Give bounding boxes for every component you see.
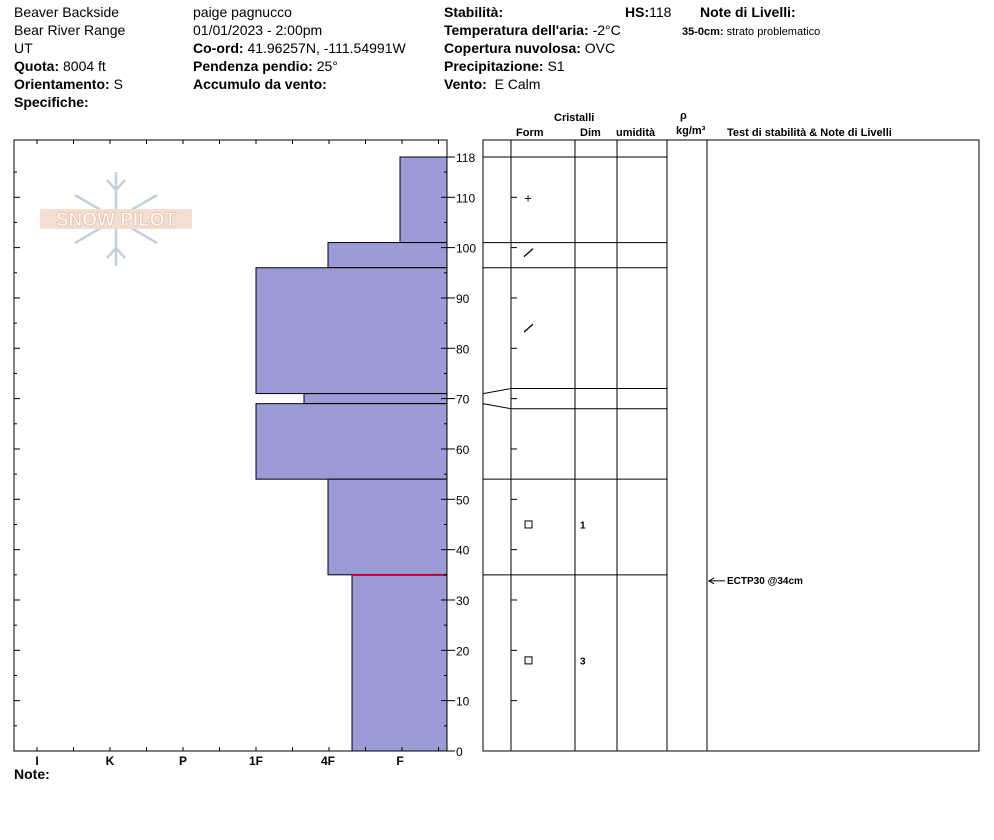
observer-name: paige pagnucco — [193, 4, 292, 20]
crystal-form-slash — [523, 248, 534, 258]
snow-height: HS:118 — [625, 4, 671, 21]
height-tick-label: 118 — [456, 151, 475, 165]
aspect-value: S — [113, 76, 123, 92]
height-tick-label: 20 — [456, 644, 470, 658]
hardness-tick-label: F — [396, 754, 403, 768]
moisture-header: umidità — [616, 127, 656, 139]
precip-label: Precipitazione: — [444, 58, 544, 74]
notes-label: Note: — [14, 766, 50, 782]
location-name: Beaver Backside — [14, 4, 120, 20]
air-temp-value: -2°C — [592, 22, 621, 38]
hardness-layer — [255, 403, 448, 480]
height-tick-label: 40 — [456, 544, 470, 558]
layer-note-text: strato problematico — [726, 26, 821, 38]
height-tick-label: 0 — [456, 745, 463, 759]
height-tick-label: 10 — [456, 695, 470, 709]
hardness-tick-label: 1F — [249, 754, 263, 768]
crystal-table — [482, 139, 980, 752]
elevation-value: 8004 ft — [63, 58, 106, 74]
height-tick-label: 30 — [456, 594, 470, 608]
wind-loading-label: Accumulo da vento: — [193, 76, 327, 92]
hardness-tick-label: K — [106, 754, 115, 768]
layer-notes-label: Note di Livelli: — [700, 4, 796, 20]
layer-note-depth: 35-0cm: — [682, 26, 724, 38]
hardness-layer — [327, 478, 448, 576]
sky-label: Copertura nuvolosa: — [444, 40, 581, 56]
date-time: 01/01/2023 - 2:00pm — [193, 22, 323, 38]
snowpilot-logo: SNOW PILOT — [40, 172, 192, 266]
wind: Vento: E Calm — [444, 76, 540, 93]
stability-label: Stabilità: — [444, 4, 504, 20]
hardness-layer — [303, 393, 448, 405]
size-header: Dim — [580, 127, 601, 139]
elevation: Quota: 8004 ft — [14, 58, 106, 75]
logo-band — [40, 209, 192, 229]
slope-label: Pendenza pendio: — [193, 58, 313, 74]
slope: Pendenza pendio: 25° — [193, 58, 338, 75]
crystals-header: Cristalli — [554, 112, 595, 124]
crystal-size: 1 — [580, 520, 586, 531]
precip-value: S1 — [547, 58, 565, 74]
hardness-tick-label: I — [35, 754, 38, 768]
aspect: Orientamento: S — [14, 76, 123, 93]
height-tick-label: 110 — [456, 191, 475, 205]
aspect-label: Orientamento: — [14, 76, 110, 92]
coord-value: 41.96257N, -111.54991W — [247, 40, 406, 56]
state-name: UT — [14, 40, 33, 56]
profile-frame — [13, 139, 448, 752]
density-rho-header: ρ — [680, 110, 687, 122]
crystal-form-slash — [523, 323, 534, 333]
height-tick-label: 70 — [456, 393, 470, 407]
crystal-form-symbol: + — [524, 190, 532, 205]
specifics-label: Specifiche: — [14, 94, 89, 110]
hardness-tick-label: P — [179, 754, 187, 768]
slope-value: 25° — [316, 58, 338, 74]
wind-value: E Calm — [494, 76, 541, 92]
hs-value: 118 — [649, 4, 672, 20]
precipitation: Precipitazione: S1 — [444, 58, 565, 75]
height-axis: 0 10 20 30 40 50 60 70 80 90 100 110 118 — [14, 151, 476, 759]
boundary-connector — [482, 403, 512, 410]
crystal-form-square — [524, 520, 533, 529]
test-label: ECTP30 @34cm — [727, 576, 803, 587]
test-arrowhead — [708, 577, 715, 585]
hardness-layer — [351, 574, 448, 752]
logo-text: SNOW PILOT — [56, 210, 177, 231]
height-tick-label: 80 — [456, 342, 470, 356]
density-unit-header: kg/m³ — [676, 125, 706, 137]
profile-border — [13, 139, 448, 752]
air-temperature: Temperatura dell'aria: -2°C — [444, 22, 621, 39]
range-name: Bear River Range — [14, 22, 126, 38]
hardness-layers — [255, 156, 448, 752]
coordinates: Co-ord: 41.96257N, -111.54991W — [193, 40, 406, 57]
hs-label: HS: — [625, 4, 650, 20]
air-temp-label: Temperatura dell'aria: — [444, 22, 589, 38]
height-tick-label: 100 — [456, 242, 476, 256]
wind-label: Vento: — [444, 76, 487, 92]
hardness-axis: I K P 1F 4F F — [35, 140, 439, 768]
crystal-form-square — [524, 656, 533, 665]
hardness-layer — [399, 156, 448, 244]
elevation-label: Quota: — [14, 58, 60, 74]
hardness-layer — [255, 267, 448, 395]
boundary-connector — [482, 388, 512, 395]
crystal-entries: +1 3 — [523, 190, 586, 667]
form-header: Form — [516, 127, 544, 139]
layer-note: 35-0cm: strato problematico — [682, 24, 820, 41]
sky-cover: Copertura nuvolosa: OVC — [444, 40, 615, 57]
crystal-size: 3 — [580, 656, 586, 667]
coord-label: Co-ord: — [193, 40, 244, 56]
stability-tests: ECTP30 @34cm — [708, 576, 803, 587]
height-tick-label: 60 — [456, 443, 470, 457]
height-tick-label: 90 — [456, 292, 470, 306]
height-tick-label: 50 — [456, 493, 470, 507]
hardness-tick-label: 4F — [321, 754, 335, 768]
table-border — [482, 139, 980, 752]
stability-notes-header: Test di stabilità & Note di Livelli — [727, 127, 892, 139]
sky-value: OVC — [584, 40, 616, 56]
hardness-layer — [327, 242, 448, 269]
